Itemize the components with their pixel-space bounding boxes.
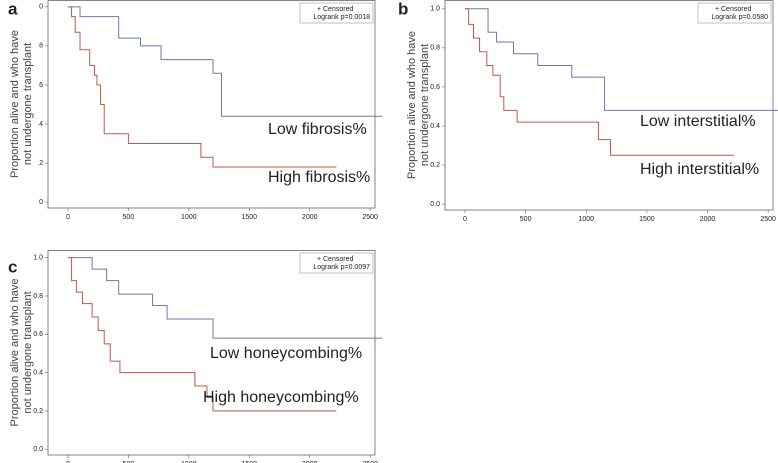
y-tick-label: 4: [39, 121, 43, 128]
panel-label: a: [8, 0, 18, 18]
y-tick-label: 6: [39, 82, 43, 89]
y-tick-label: 1.0: [33, 255, 43, 262]
x-tick-label: 2000: [302, 461, 318, 463]
annotation: Logrank p=0.0018: [313, 14, 370, 21]
y-tick-label: 0.4: [430, 123, 440, 130]
x-tick-label: 1000: [578, 216, 594, 223]
y-tick-label: 0.8: [430, 45, 440, 52]
legend-marker: +: [317, 6, 321, 13]
plot-frame: [47, 250, 376, 456]
y-tick-label: 2: [39, 160, 43, 167]
y-tick-label: 0: [39, 4, 43, 11]
y-axis-label: not undergone transplant: [419, 44, 431, 166]
x-tick-label: 500: [123, 461, 135, 463]
curve-label: High honeycombing%: [203, 389, 359, 406]
panel: b Proportion alive and who have not underg…: [398, 0, 778, 223]
legend-marker: +: [317, 256, 321, 263]
plot-frame: [47, 0, 376, 209]
legend-box: [299, 252, 374, 274]
legend-label: Censored: [323, 256, 353, 263]
curve-label: Low fibrosis%: [268, 121, 367, 138]
legend-label: Censored: [323, 6, 353, 13]
y-axis-label: not undergone transplant: [22, 43, 34, 165]
x-tick-label: 1500: [241, 461, 257, 463]
y-tick-label: 0.6: [33, 331, 43, 338]
annotation: Logrank p=0.0097: [313, 264, 370, 271]
legend-box: [299, 2, 374, 24]
y-tick-label: 0.6: [430, 84, 440, 91]
legend-box: [697, 2, 772, 24]
x-tick-label: 2000: [302, 214, 318, 221]
y-tick-label: 0.2: [33, 408, 43, 415]
y-tick-label: 0.4: [33, 369, 43, 376]
annotation: Logrank p=0.0580: [711, 14, 768, 21]
curve-label: High interstitial%: [640, 161, 759, 178]
curve-label: Low interstitial%: [640, 113, 756, 130]
survival-curve: [465, 8, 778, 111]
x-tick-label: 500: [123, 214, 135, 221]
y-tick-label: 0.2: [430, 162, 440, 169]
y-tick-label: 0.0: [33, 446, 43, 453]
y-tick-label: 1.0: [430, 6, 440, 13]
plot-frame: [444, 0, 774, 211]
legend-label: Censored: [721, 6, 751, 13]
x-tick-label: 1500: [639, 216, 655, 223]
x-tick-label: 0: [66, 214, 70, 221]
x-tick-label: 1500: [241, 214, 257, 221]
survival-curve: [67, 6, 337, 168]
legend-marker: +: [715, 6, 719, 13]
x-tick-label: 1000: [181, 214, 197, 221]
x-tick-label: 2500: [362, 214, 378, 221]
y-tick-label: 0.0: [430, 201, 440, 208]
survival-curve: [465, 8, 735, 156]
x-tick-label: 0: [463, 216, 467, 223]
x-tick-label: 1000: [181, 461, 197, 463]
survival-curve: [67, 6, 383, 117]
survival-curve: [67, 257, 383, 339]
panel-label: b: [398, 0, 408, 18]
x-tick-label: 0: [66, 461, 70, 463]
y-tick-label: 0.8: [33, 293, 43, 300]
panel: a Proportion alive and who have not underg…: [8, 0, 383, 221]
curve-label: Low honeycombing%: [210, 345, 362, 362]
curve-label: High fibrosis%: [268, 169, 370, 186]
panel-label: c: [8, 257, 17, 276]
x-tick-label: 2500: [362, 461, 378, 463]
y-tick-label: 8: [39, 43, 43, 50]
survival-curve: [67, 257, 337, 412]
y-axis-label: Proportion alive and who have: [406, 31, 418, 179]
y-axis-label: not undergone transplant: [22, 291, 34, 413]
y-axis-label: Proportion alive and who have: [9, 279, 21, 427]
x-tick-label: 500: [520, 216, 532, 223]
y-tick-label: 0: [39, 199, 43, 206]
x-tick-label: 2500: [760, 216, 776, 223]
y-axis-label: Proportion alive and who have: [9, 30, 21, 178]
x-tick-label: 2000: [700, 216, 716, 223]
panel: c Proportion alive and who have not underg…: [8, 250, 383, 463]
